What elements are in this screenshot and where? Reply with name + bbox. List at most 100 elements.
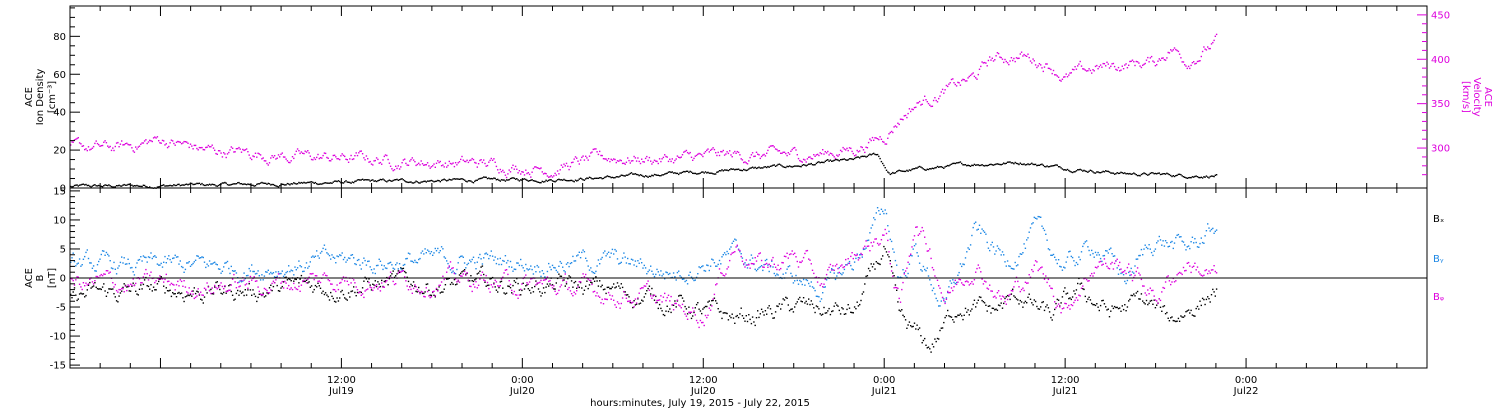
top-series-0-point [1184,176,1186,178]
bottom-series-1-point [1111,253,1113,255]
bottom-series-2-point [550,284,552,287]
bottom-series-0-point [1012,288,1014,290]
top-series-0-point [711,172,713,174]
top-series-1-point [453,165,456,168]
bottom-series-1-point [922,265,925,268]
bottom-series-2-point [1041,266,1043,268]
bottom-series-0-point [345,298,347,300]
top-series-1-point [1163,59,1166,61]
bottom-series-0-point [398,271,401,274]
top-series-1-point [1116,69,1118,71]
bottom-series-2-point [652,295,654,297]
top-series-0-point [1051,165,1053,167]
top-series-0-point [272,183,275,186]
top-series-0-point [123,183,125,186]
top-series-1-point [794,146,796,149]
bottom-series-2-point [995,297,997,299]
x-tick-day-label: Jul20 [509,386,535,397]
bottom-series-0-point [607,286,610,288]
bottom-series-1-point [583,251,586,253]
top-series-0-point [581,178,583,180]
bottom-series-0-point [709,304,712,306]
bottom-series-2-point [802,256,805,259]
bottom-series-1-point [541,270,543,272]
bottom-series-0-point [1208,298,1210,300]
bottom-series-2-point [472,283,475,286]
bottom-series-0-point [396,273,398,275]
bottom-series-1-point [652,273,654,275]
top-series-1-point [888,133,890,135]
top-series-0-point [701,171,703,173]
top-series-1-point [709,149,712,151]
top-series-1-point [1093,70,1095,72]
top-series-0-point [1006,161,1009,163]
top-series-1-point [105,142,108,144]
bottom-series-0-point [920,335,922,337]
bottom-series-1-point [856,253,858,255]
top-series-1-point [838,154,840,156]
top-series-1-point [314,158,317,161]
top-series-1-point [113,149,115,152]
bottom-series-1-point [790,272,792,275]
top-series-1-point [624,163,626,165]
bottom-series-1-point [82,258,85,260]
bottom-series-0-point [646,290,648,292]
top-series-0-point [708,172,710,174]
x-tick-day-label: Jul19 [328,386,354,397]
bottom-series-1-point [159,264,161,266]
bottom-series-0-point [1149,300,1151,302]
top-series-1-point [595,148,597,150]
bottom-series-0-point [879,263,881,266]
bottom-series-0-point [368,278,370,280]
top-series-1-point [143,140,146,142]
bottom-series-2-point [726,268,728,270]
bottom-series-0-point [744,320,746,322]
bottom-series-1-point [1178,236,1181,238]
bottom-series-1-point [490,250,492,252]
bottom-series-2-point [894,286,897,289]
bottom-series-1-point [802,278,805,281]
top-series-1-point [973,75,976,78]
bottom-series-2-point [295,288,297,290]
bottom-series-2-point [161,278,164,280]
bottom-series-0-point [1084,295,1086,298]
bottom-series-0-point [197,291,199,293]
bottom-series-2-point [860,252,862,255]
bottom-series-1-point [277,271,280,273]
top-series-1-point [646,155,648,158]
bottom-series-2-point [275,279,277,281]
bottom-series-1-point [400,267,402,270]
bottom-series-1-point [383,265,385,267]
top-series-1-point [546,175,549,177]
top-series-0-point [1041,163,1043,165]
top-series-0-point [466,181,468,183]
bottom-series-0-point [559,275,561,277]
top-series-0-point [650,175,652,178]
bottom-series-1-point [629,263,631,265]
top-series-0-point [586,177,588,179]
top-series-0-point [1143,172,1145,174]
top-series-0-point [201,182,203,185]
bottom-series-0-point [214,286,216,288]
bottom-series-0-point [1115,306,1117,309]
top-series-1-point [172,140,174,142]
top-series-1-point [500,171,503,173]
bottom-series-1-point [546,270,549,273]
top-series-1-point [1087,70,1089,72]
bottom-series-0-point [180,292,183,294]
top-series-1-point [978,68,981,70]
bottom-series-1-point [1028,231,1030,233]
top-series-1-point [783,151,786,153]
bottom-series-1-point [992,246,995,248]
top-series-0-point [573,181,575,183]
bottom-series-2-point [567,288,569,291]
bottom-series-1-point [147,256,150,258]
bottom-series-2-point [542,279,545,281]
top-series-1-point [442,164,444,166]
top-series-1-point [262,157,264,159]
top-series-0-point [725,169,727,171]
top-series-0-point [265,182,267,185]
bottom-series-2-point [790,253,792,255]
top-series-1-point [688,152,690,155]
bottom-series-0-point [676,300,679,302]
